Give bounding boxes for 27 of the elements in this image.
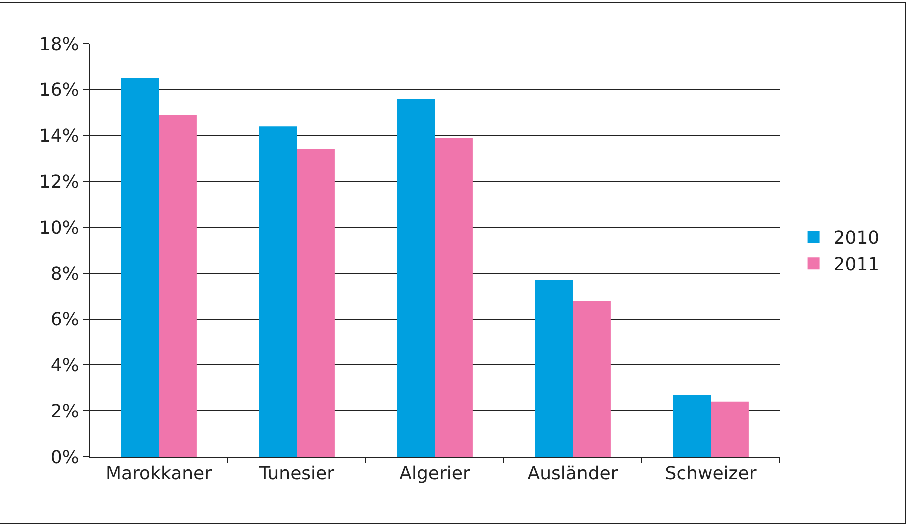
y-tick-label: 0% (50, 447, 80, 468)
y-tick-label: 8% (50, 264, 80, 285)
x-tick-label: Algerier (400, 464, 471, 485)
y-tick-label: 12% (39, 172, 80, 193)
y-tick-label: 16% (39, 80, 80, 102)
y-tick-label: 18% (39, 34, 80, 56)
y-tick-label: 6% (50, 310, 80, 331)
bar (535, 280, 573, 457)
y-tick-label: 2% (50, 401, 80, 422)
bar (673, 395, 711, 457)
bar (397, 99, 435, 457)
legend-label: 2011 (834, 254, 880, 276)
bar (297, 150, 335, 457)
x-tick-label: Schweizer (665, 464, 758, 485)
bar (259, 126, 297, 457)
x-tick-label: Marokkaner (106, 464, 213, 485)
bar (573, 300, 611, 457)
y-tick-label: 4% (50, 356, 80, 377)
y-tick-label: 14% (39, 126, 80, 148)
bar (435, 138, 473, 457)
x-tick-label: Ausländer (528, 464, 619, 485)
legend-label: 2010 (834, 228, 880, 250)
y-tick-label: 10% (39, 218, 80, 239)
x-tick-label: Tunesier (258, 464, 336, 485)
bar (711, 402, 749, 457)
bar (121, 78, 159, 457)
bar (159, 115, 197, 457)
